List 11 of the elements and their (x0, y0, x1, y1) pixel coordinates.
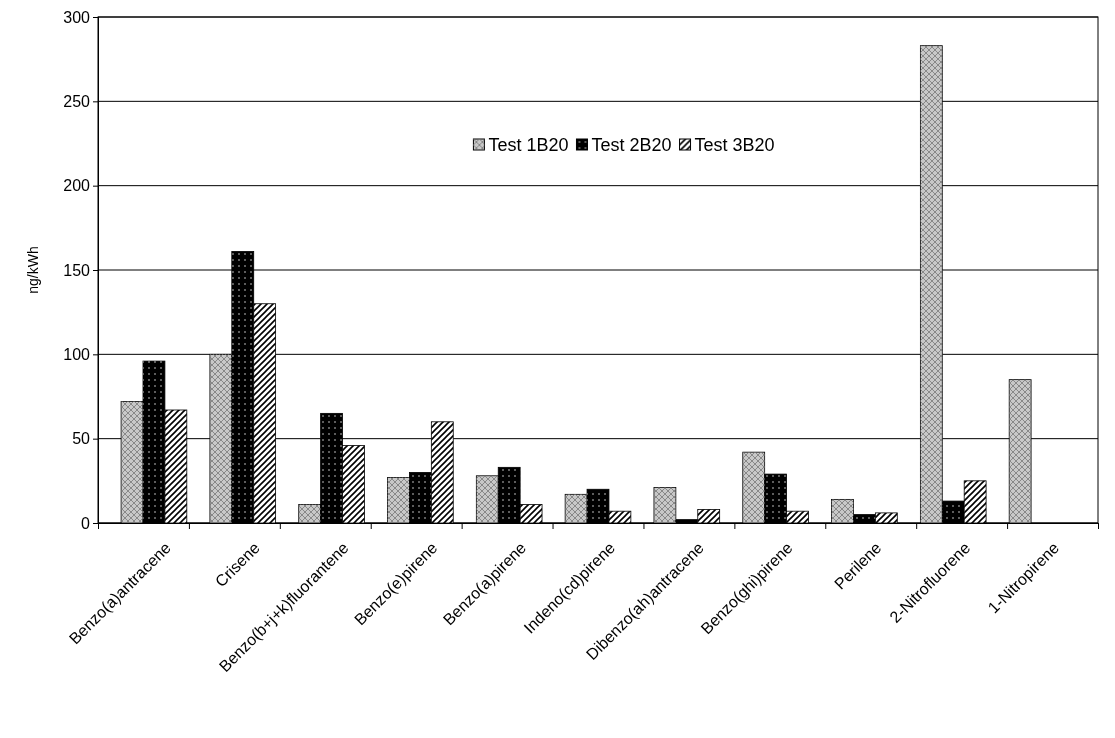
y-axis-title: ng/kWh (25, 246, 41, 294)
y-tick-label: 150 (63, 261, 91, 279)
legend-label: Test 1B20 (488, 135, 569, 156)
y-tick-label: 300 (63, 8, 91, 26)
y-tick-label: 0 (81, 514, 91, 532)
y-tick-label: 100 (63, 345, 91, 363)
y-tick-label: 50 (72, 430, 91, 448)
legend-label: Test 3B20 (694, 135, 775, 156)
y-tick-label: 200 (63, 177, 91, 195)
legend-label: Test 2B20 (591, 135, 672, 156)
y-tick-label: 250 (63, 92, 91, 110)
